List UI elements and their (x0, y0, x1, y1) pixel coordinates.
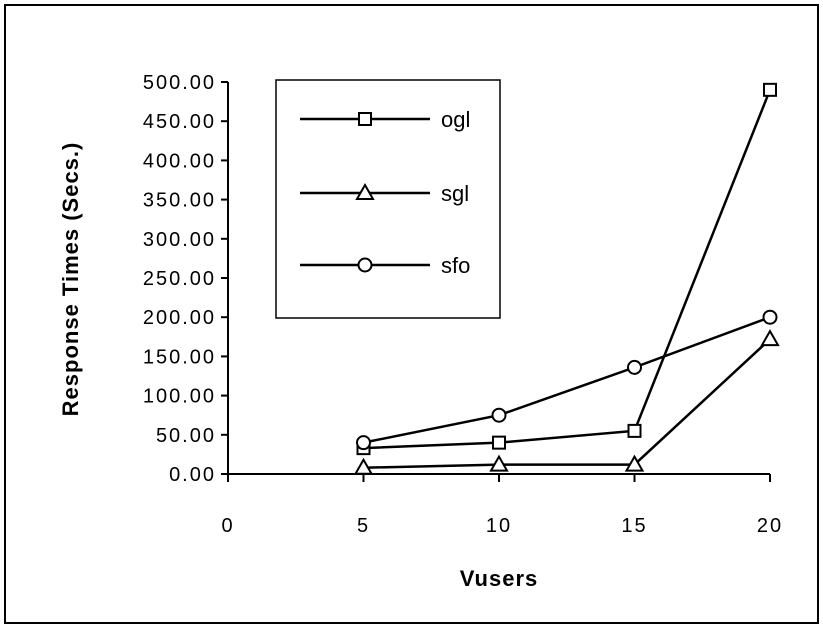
legend-item-sfo: sfo (300, 253, 470, 278)
data-point-sgl (760, 329, 780, 347)
data-point-sfo (627, 359, 642, 375)
x-tick-label: 5 (357, 515, 370, 537)
y-tick-label: 450.00 (143, 111, 216, 133)
y-tick-label: 0.00 (169, 464, 216, 486)
data-point-sgl (489, 454, 509, 472)
legend-marker-ogl (358, 112, 372, 126)
data-point-ogl (492, 435, 506, 450)
data-point-ogl (627, 423, 642, 438)
legend-label: sgl (441, 181, 469, 206)
data-point-ogl (763, 82, 777, 97)
y-tick-label: 150.00 (143, 346, 216, 368)
x-tick-label: 10 (486, 515, 512, 537)
legend-item-sgl: sgl (300, 181, 469, 206)
y-tick-label: 50.00 (156, 425, 216, 447)
legend: ogl sgl sfo (275, 79, 501, 319)
legend-marker-sfo (357, 257, 373, 273)
x-axis: 0 5 10 15 20 (221, 473, 783, 537)
series-layer (353, 82, 780, 475)
data-point-sfo (491, 407, 507, 423)
y-tick-label: 200.00 (143, 307, 216, 329)
data-point-sgl (624, 454, 645, 472)
y-tick-label: 500.00 (143, 72, 216, 94)
data-point-sfo (762, 309, 778, 325)
series-line-ogl (363, 89, 772, 450)
y-tick-label: 300.00 (143, 229, 216, 251)
x-tick-label: 20 (757, 515, 783, 537)
legend-label: ogl (441, 107, 470, 132)
x-tick-label: 0 (221, 515, 234, 537)
y-tick-label: 400.00 (143, 150, 216, 172)
x-axis-title: Vusers (460, 566, 539, 591)
legend-marker-sgl (355, 182, 375, 200)
series-line-sfo (363, 316, 771, 444)
legend-item-ogl: ogl (300, 107, 470, 132)
series-sfo (356, 309, 778, 451)
series-sgl (353, 329, 780, 475)
data-point-sgl (353, 457, 374, 475)
series-line-sgl (363, 338, 771, 469)
data-point-sfo (356, 435, 371, 451)
x-tick-label: 15 (621, 515, 647, 537)
legend-label: sfo (441, 253, 470, 278)
y-tick-label: 250.00 (143, 268, 216, 290)
series-ogl (356, 82, 777, 456)
y-tick-label: 100.00 (143, 386, 216, 408)
y-axis: 0.00 50.00 100.00 150.00 200.00 250.00 300.00 3… (143, 72, 229, 486)
y-axis-title: Response Times (Secs.) (58, 142, 83, 417)
y-tick-label: 350.00 (143, 190, 216, 212)
